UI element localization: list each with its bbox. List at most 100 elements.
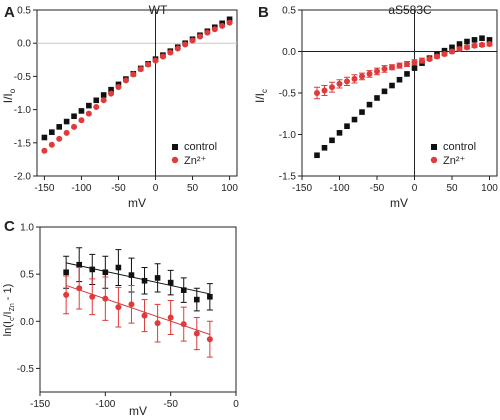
legend-a-control-label: control (184, 141, 217, 153)
data-point-zn-a (100, 97, 107, 104)
data-point-zn-a (196, 33, 203, 40)
data-point-control-a (108, 86, 114, 93)
data-point-zn-c (63, 291, 70, 298)
data-point-zn-a (182, 41, 189, 48)
data-point-zn-b (321, 87, 328, 94)
legend-b-control-marker (431, 144, 437, 150)
data-point-zn-a (211, 26, 218, 33)
data-point-zn-c (128, 301, 135, 308)
fit-line-control-c (66, 262, 210, 295)
y-label-c-open: ln(I (2, 321, 14, 336)
plot-frame-c (39, 226, 237, 393)
data-point-control-b (404, 71, 410, 77)
data-point-control-a (49, 129, 55, 135)
data-point-control-c (76, 261, 82, 268)
plot-frame-a (36, 9, 238, 177)
legend-b-zn-marker (430, 156, 438, 164)
data-point-zn-a (189, 37, 196, 44)
legend-b-zn-label: Zn²⁺ (443, 155, 466, 167)
data-point-zn-a (122, 77, 129, 84)
x-tick-label-b: -150 (292, 183, 312, 194)
panel-letter-c: C (4, 218, 15, 235)
data-point-zn-b (471, 42, 478, 49)
data-point-control-b (314, 152, 320, 159)
data-point-control-a (63, 118, 70, 125)
data-point-zn-a (167, 49, 174, 56)
data-point-control-c (63, 269, 69, 276)
legend-a-zn-marker (171, 156, 179, 164)
data-point-control-c (89, 266, 96, 273)
data-point-zn-c (206, 336, 213, 343)
data-point-control-b (464, 38, 470, 45)
data-point-zn-b (479, 41, 485, 48)
y-tick-label-a: -1.5 (14, 138, 32, 149)
data-point-zn-a (130, 71, 137, 78)
y-axis-label-a-sub: o (8, 88, 17, 93)
x-tick-label-b: 0 (412, 183, 418, 194)
data-point-zn-c (167, 314, 174, 321)
data-point-control-b (441, 47, 448, 54)
legend-b: control Zn²⁺ (430, 141, 476, 167)
data-point-zn-a (85, 110, 92, 117)
y-tick-label-c: 0.0 (20, 317, 34, 328)
y-axis-label-a-main: I/I (1, 93, 15, 103)
data-point-control-b (321, 144, 328, 151)
data-point-zn-b (351, 75, 358, 82)
data-point-zn-a (63, 129, 70, 136)
data-point-control-a (100, 92, 107, 98)
data-point-zn-c (102, 295, 109, 302)
panel-letter-a: A (4, 4, 15, 21)
data-point-zn-b (486, 41, 493, 48)
data-point-zn-b (464, 44, 470, 51)
data-point-control-a (41, 134, 48, 141)
legend-a-zn-label: Zn²⁺ (184, 155, 207, 167)
x-tick-label-a: -50 (111, 183, 126, 194)
data-point-zn-a (108, 90, 115, 97)
x-tick-label-b: -50 (370, 183, 385, 194)
y-tick-label-a: 0.0 (17, 39, 31, 50)
data-point-control-b (351, 116, 358, 123)
data-point-zn-b (396, 62, 403, 69)
data-point-control-b (381, 88, 388, 95)
x-tick-label-c: 0 (233, 399, 239, 410)
data-point-control-b (336, 130, 343, 136)
panel-a: A WT -150 -100 -50 0 50 100 -2.0 -1.5 -1.0 -0.5 0.… (1, 3, 238, 210)
data-point-control-b (486, 37, 493, 43)
data-point-zn-b (381, 65, 388, 72)
data-point-control-b (389, 82, 395, 89)
x-tick-label-b: 100 (481, 183, 498, 194)
data-point-zn-a (204, 29, 211, 36)
x-tick-label-a: -100 (71, 183, 91, 194)
data-point-zn-a (137, 66, 144, 73)
y-axis-label-c: ln(Ic/IZn - 1) (2, 284, 16, 337)
x-tick-label-a: 50 (187, 183, 199, 194)
data-point-control-b (374, 95, 380, 101)
y-tick-label-b: -0.5 (279, 89, 297, 100)
data-point-zn-b (366, 70, 373, 77)
panel-c: C -150 -100 -50 0 -0.5 0.0 0.5 1.0 mV ln(Ic/IZn… (2, 218, 239, 418)
data-point-control-b (449, 44, 455, 51)
data-point-control-a (78, 108, 85, 114)
plot-area-a: -150 -100 -50 0 50 100 -2.0 -1.5 -1.0 -0.5 0.0 0.5 (14, 6, 239, 195)
data-point-control-a (86, 102, 92, 109)
data-point-zn-c (141, 312, 148, 319)
data-point-control-c (141, 277, 148, 284)
y-axis-label-a: I/Io (1, 88, 17, 103)
data-point-zn-a (78, 117, 85, 124)
data-point-zn-a (219, 22, 226, 29)
data-point-zn-a (174, 45, 181, 52)
data-point-zn-b (419, 57, 425, 64)
data-point-zn-c (193, 330, 200, 337)
y-axis-label-b: I/Ic (253, 89, 269, 103)
data-point-control-b (456, 41, 463, 47)
y-tick-label-b: -1.5 (279, 172, 297, 183)
data-point-zn-a (152, 57, 159, 64)
data-point-zn-b (449, 48, 455, 55)
data-point-control-a (93, 97, 100, 104)
chart-title-b: aS583C (388, 3, 432, 17)
data-point-zn-b (389, 64, 395, 71)
y-tick-label-c: -0.5 (17, 364, 35, 375)
data-point-zn-b (329, 84, 335, 91)
x-axis-label-b: mV (390, 196, 408, 210)
data-point-control-b (471, 37, 478, 43)
